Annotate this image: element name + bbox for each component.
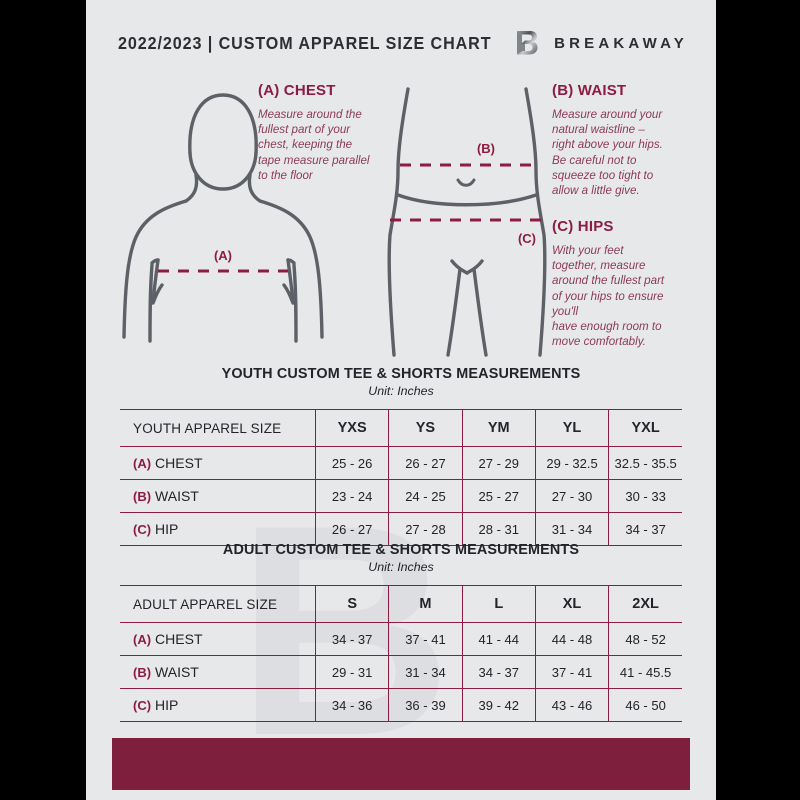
table-header-row: ADULT APPAREL SIZE S M L XL 2XL [120, 585, 682, 623]
adult-size-col-2: L [461, 585, 536, 623]
adult-waist-m: 31 - 34 [388, 655, 463, 689]
row-tag: (B) [133, 665, 152, 680]
adult-waist-2xl: 41 - 45.5 [608, 655, 682, 689]
youth-measurements-section: YOUTH CUSTOM TEE & SHORTS MEASUREMENTS U… [86, 366, 716, 546]
adult-hip-s: 34 - 36 [314, 688, 389, 722]
youth-size-col-3: YL [534, 409, 609, 447]
adult-size-col-3: XL [534, 585, 609, 623]
youth-hip-ys: 27 - 28 [388, 512, 463, 546]
waist-measure-label: (B) [477, 141, 495, 156]
navel-mark [456, 178, 476, 187]
adult-row-hip-label: (C) HIP [120, 688, 316, 722]
youth-row-waist-label: (B) WAIST [120, 479, 316, 513]
adult-chest-s: 34 - 37 [314, 622, 389, 656]
youth-chest-yl: 29 - 32.5 [534, 446, 609, 480]
youth-chest-ym: 27 - 29 [461, 446, 536, 480]
youth-size-col-2: YM [461, 409, 536, 447]
row-label: WAIST [155, 664, 199, 680]
adult-row-waist-label: (B) WAIST [120, 655, 316, 689]
adult-size-col-1: M [388, 585, 463, 623]
youth-waist-yxs: 23 - 24 [314, 479, 389, 513]
adult-hip-xl: 43 - 46 [534, 688, 609, 722]
youth-chest-yxs: 25 - 26 [314, 446, 389, 480]
youth-row-chest-label: (A) CHEST [120, 446, 316, 480]
youth-waist-yl: 27 - 30 [534, 479, 609, 513]
adult-chest-xl: 44 - 48 [534, 622, 609, 656]
adult-measurements-section: ADULT CUSTOM TEE & SHORTS MEASUREMENTS U… [86, 542, 716, 722]
callout-waist-title: (B) WAIST [552, 82, 627, 99]
adult-chest-m: 37 - 41 [388, 622, 463, 656]
row-tag: (A) [133, 632, 152, 647]
row-label: CHEST [155, 631, 203, 647]
youth-hip-yxl: 34 - 37 [608, 512, 682, 546]
lower-body-diagram: (B) (C) [387, 87, 547, 357]
callout-hips: (C) HIPS With your feet together, measur… [552, 218, 694, 349]
youth-table-unit: Unit: Inches [368, 384, 434, 398]
table-row: (B) WAIST 23 - 24 24 - 25 25 - 27 27 - 30… [120, 479, 682, 513]
youth-waist-yxl: 30 - 33 [608, 479, 682, 513]
measurement-diagrams: (A) (B) [86, 70, 716, 365]
callout-hips-title: (C) HIPS [552, 218, 614, 235]
adult-size-col-4: 2XL [608, 585, 682, 623]
youth-hip-yl: 31 - 34 [534, 512, 609, 546]
table-row: (A) CHEST 34 - 37 37 - 41 41 - 44 44 - 48… [120, 622, 682, 656]
table-row: (C) HIP 34 - 36 36 - 39 39 - 42 43 - 46 4… [120, 688, 682, 722]
row-label: HIP [155, 521, 179, 537]
youth-chest-ys: 26 - 27 [388, 446, 463, 480]
adult-size-table: ADULT APPAREL SIZE S M L XL 2XL (A) CHEST… [120, 585, 682, 722]
row-tag: (A) [133, 456, 152, 471]
youth-hip-yxs: 26 - 27 [314, 512, 389, 546]
callout-chest-title: (A) CHEST [258, 82, 336, 99]
youth-waist-ys: 24 - 25 [388, 479, 463, 513]
youth-size-col-0: YXS [314, 409, 389, 447]
adult-table-unit: Unit: Inches [368, 560, 434, 574]
row-label: WAIST [155, 488, 199, 504]
page-title: 2022/2023 | CUSTOM APPAREL SIZE CHART [118, 32, 492, 53]
youth-chest-yxl: 32.5 - 35.5 [608, 446, 682, 480]
callout-waist-body: Measure around your natural waistline – … [552, 108, 663, 198]
upper-body-diagram: (A) [122, 93, 324, 343]
youth-waist-ym: 25 - 27 [461, 479, 536, 513]
adult-waist-l: 34 - 37 [461, 655, 536, 689]
row-tag: (C) [133, 522, 152, 537]
row-tag: (B) [133, 489, 152, 504]
row-tag: (C) [133, 698, 152, 713]
table-row: (C) HIP 26 - 27 27 - 28 28 - 31 31 - 34 3… [120, 512, 682, 546]
callout-chest-body: Measure around the fullest part of your … [258, 108, 370, 182]
youth-size-header: YOUTH APPAREL SIZE [120, 409, 316, 447]
callout-hips-body: With your feet together, measure around … [552, 244, 665, 349]
adult-size-col-0: S [314, 585, 389, 623]
adult-table-title: ADULT CUSTOM TEE & SHORTS MEASUREMENTS [222, 542, 580, 558]
youth-row-hip-label: (C) HIP [120, 512, 316, 546]
chest-measure-label: (A) [214, 248, 232, 263]
size-chart-page: B 2022/2023 | CUSTOM APPAREL SIZE CHART … [86, 0, 716, 800]
adult-chest-2xl: 48 - 52 [608, 622, 682, 656]
breakaway-b-logo-icon [517, 31, 538, 55]
page-header: 2022/2023 | CUSTOM APPAREL SIZE CHART BR… [86, 26, 716, 60]
youth-size-col-4: YXL [608, 409, 682, 447]
adult-size-header: ADULT APPAREL SIZE [120, 585, 316, 623]
adult-chest-l: 41 - 44 [461, 622, 536, 656]
footer-accent-bar [112, 738, 690, 790]
row-label: HIP [155, 697, 179, 713]
youth-size-col-1: YS [388, 409, 463, 447]
youth-hip-ym: 28 - 31 [461, 512, 536, 546]
brand-name: BREAKAWAY [554, 34, 688, 52]
callout-chest: (A) CHEST Measure around the fullest par… [258, 82, 398, 183]
adult-hip-2xl: 46 - 50 [608, 688, 682, 722]
adult-waist-xl: 37 - 41 [534, 655, 609, 689]
callout-waist: (B) WAIST Measure around your natural wa… [552, 82, 692, 198]
table-row: (A) CHEST 25 - 26 26 - 27 27 - 29 29 - 32… [120, 446, 682, 480]
youth-table-title: YOUTH CUSTOM TEE & SHORTS MEASUREMENTS [221, 366, 581, 382]
row-label: CHEST [155, 455, 203, 471]
hip-measure-label: (C) [518, 231, 536, 246]
table-header-row: YOUTH APPAREL SIZE YXS YS YM YL YXL [120, 409, 682, 447]
adult-hip-m: 36 - 39 [388, 688, 463, 722]
adult-waist-s: 29 - 31 [314, 655, 389, 689]
table-row: (B) WAIST 29 - 31 31 - 34 34 - 37 37 - 41… [120, 655, 682, 689]
youth-size-table: YOUTH APPAREL SIZE YXS YS YM YL YXL (A) C… [120, 409, 682, 546]
brand-lockup: BREAKAWAY [514, 26, 688, 60]
adult-hip-l: 39 - 42 [461, 688, 536, 722]
adult-row-chest-label: (A) CHEST [120, 622, 316, 656]
